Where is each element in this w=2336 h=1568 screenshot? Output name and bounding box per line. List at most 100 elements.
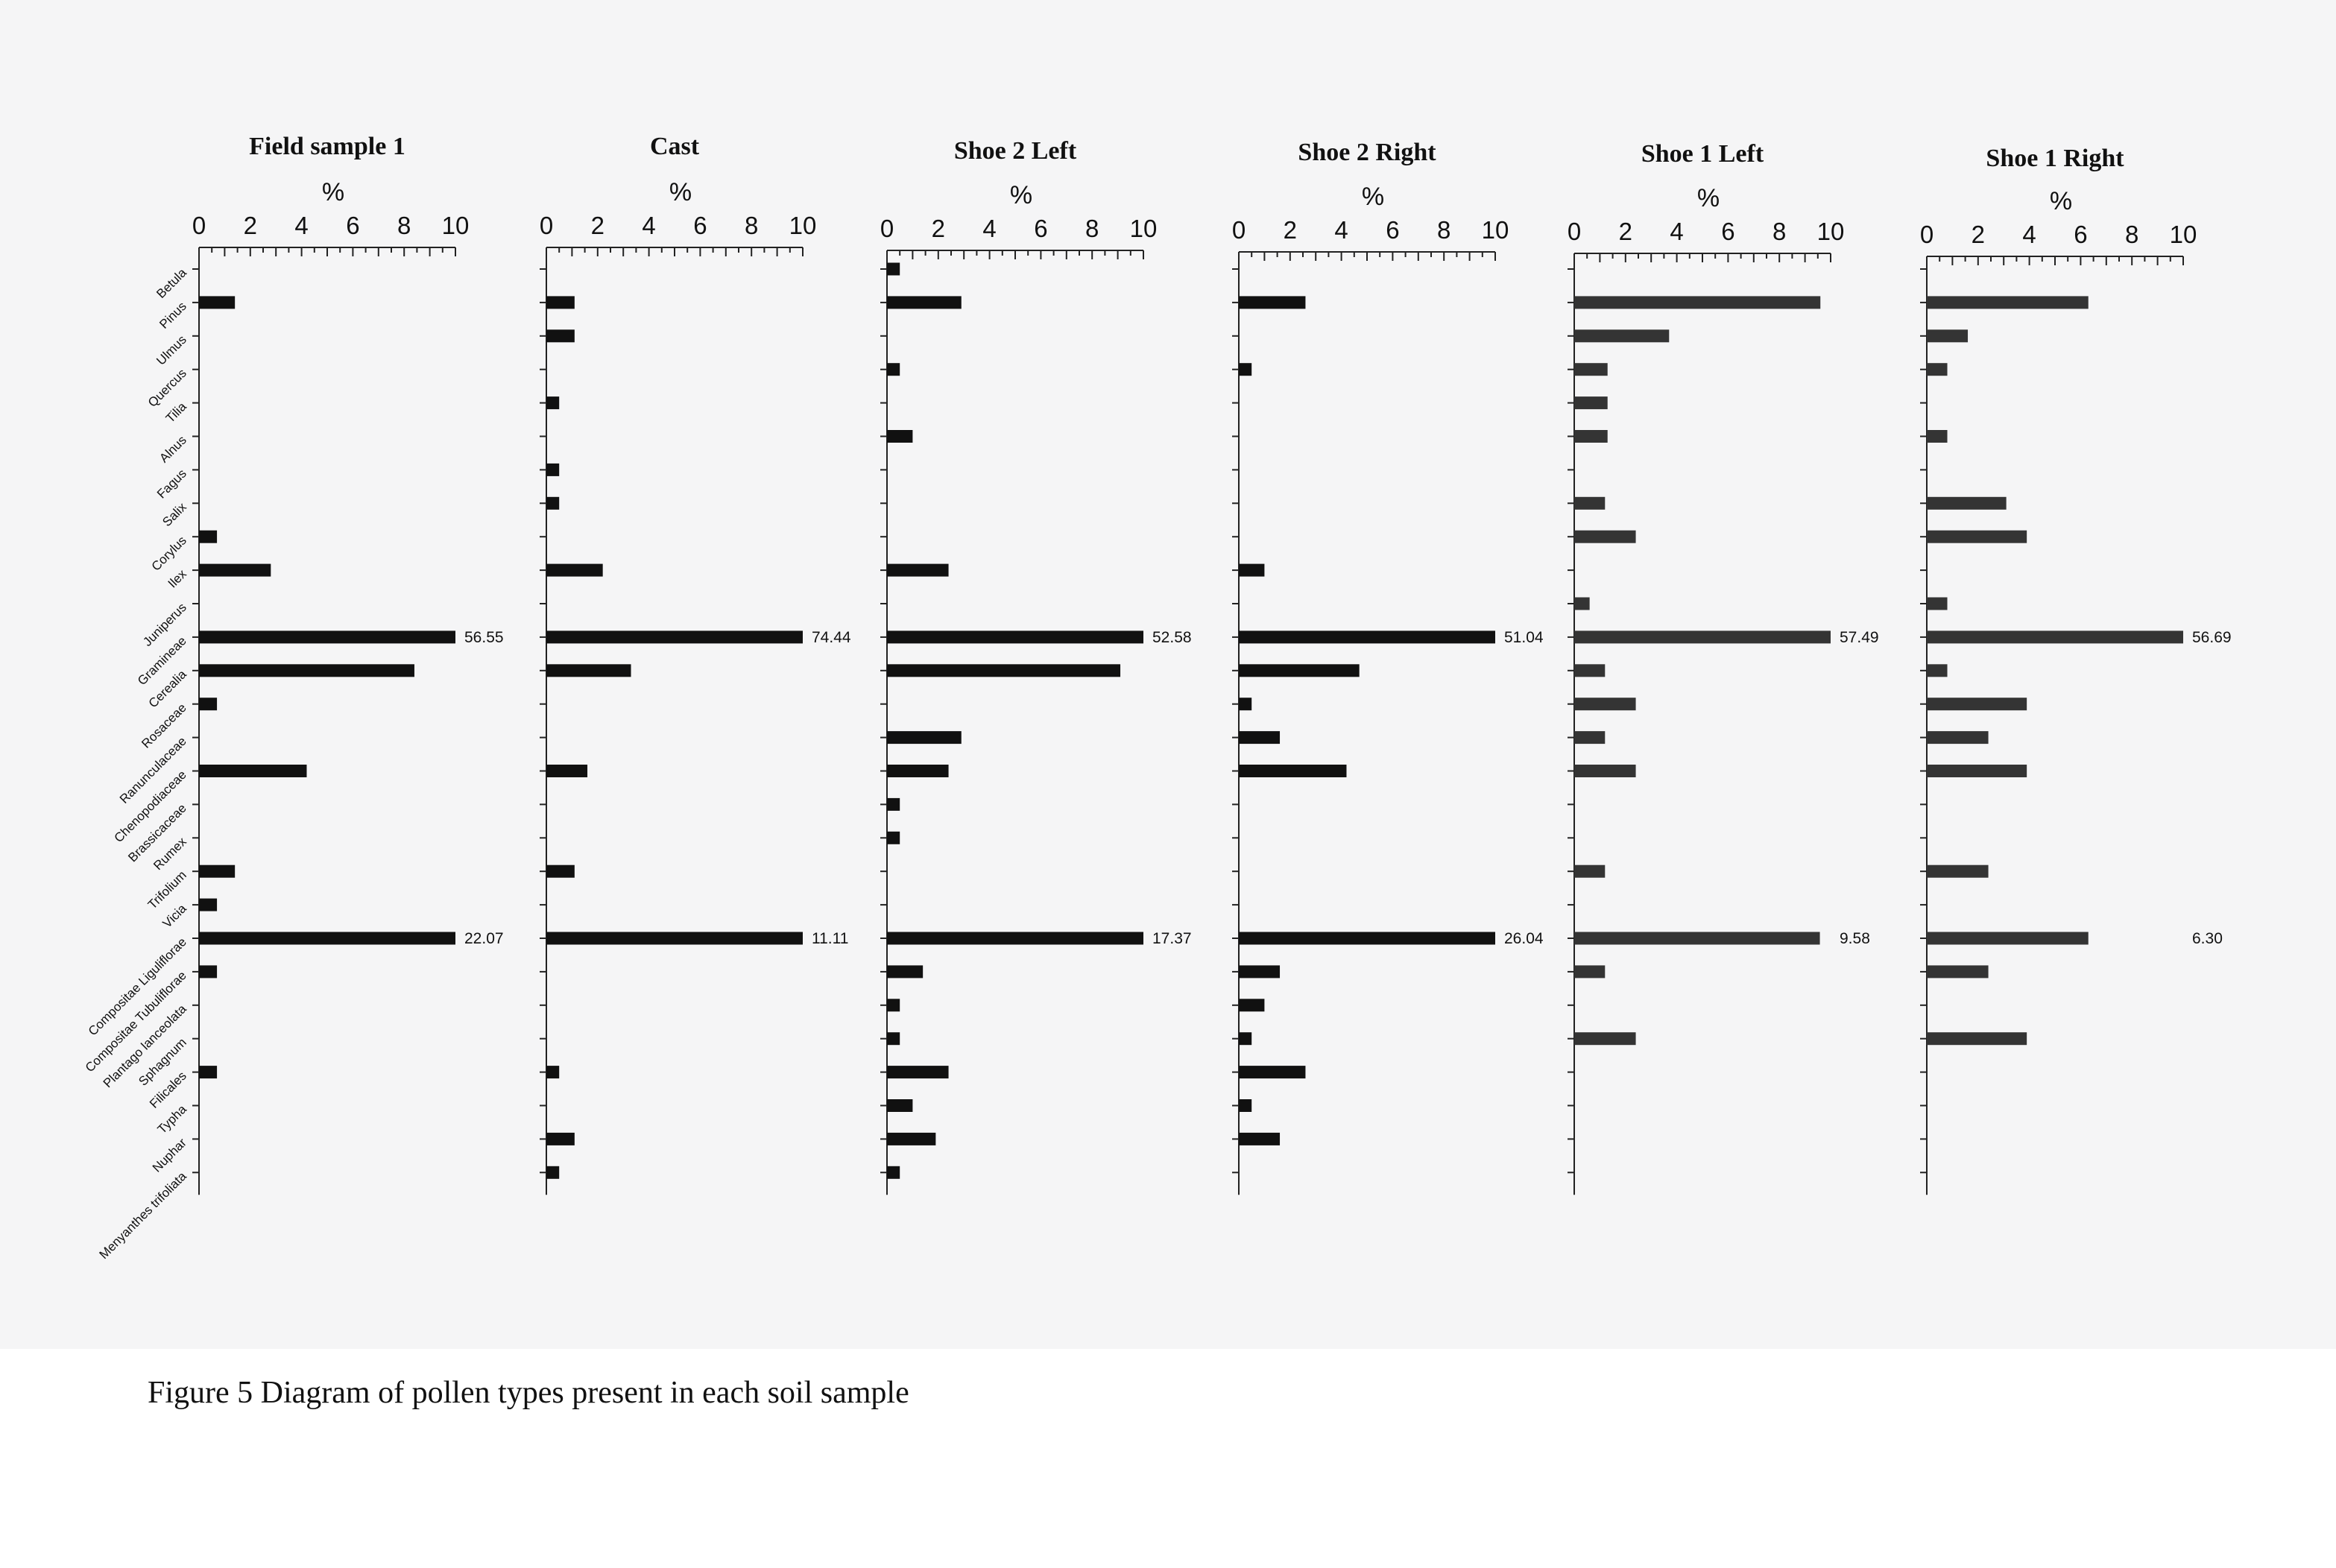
bar-compositae-tubuliflorae xyxy=(199,965,218,979)
x-tick-label: 4 xyxy=(1670,218,1683,245)
bar-ilex xyxy=(1239,563,1265,577)
bar-plantago-lanceolata xyxy=(1239,999,1265,1012)
x-tick-label: 0 xyxy=(540,212,553,239)
bar-nuphar xyxy=(887,1132,936,1145)
bar-gramineae xyxy=(546,630,803,644)
bar-alnus xyxy=(1574,430,1608,443)
data-label: 52.58 xyxy=(1152,629,1192,646)
bar-ranunculaceae xyxy=(1927,731,1989,745)
bar-compositae-liguliflorae xyxy=(546,932,803,945)
bar-rosaceae xyxy=(1239,698,1252,711)
bar-pinus xyxy=(1574,296,1821,309)
x-tick-label: 6 xyxy=(346,212,359,239)
x-tick-label: 2 xyxy=(591,212,604,239)
x-tick-label: 4 xyxy=(294,212,308,239)
taxon-label: Betula xyxy=(154,265,189,301)
taxon-label: Fagus xyxy=(154,467,189,502)
bar-gramineae xyxy=(1927,630,2183,644)
bar-ilex xyxy=(199,563,271,577)
bar-gramineae xyxy=(1574,630,1831,644)
data-label: 56.55 xyxy=(464,629,504,646)
bar-compositae-liguliflorae xyxy=(887,932,1143,945)
bar-cerealia xyxy=(1927,664,1948,677)
bar-corylus xyxy=(1574,530,1636,543)
x-tick-label: 2 xyxy=(1619,218,1632,245)
taxon-label: Brassicaceae xyxy=(125,801,189,865)
bar-compositae-tubuliflorae xyxy=(1574,965,1606,979)
bar-tilia xyxy=(546,396,560,410)
bar-juniperus xyxy=(1574,597,1590,610)
x-tick-label: 8 xyxy=(1772,218,1786,245)
bar-trifolium xyxy=(546,864,575,878)
x-tick-label: 2 xyxy=(244,212,257,239)
x-tick-label: 6 xyxy=(1386,216,1399,244)
bar-chenopodiaceae xyxy=(199,765,307,777)
bar-filicales xyxy=(546,1066,560,1079)
bar-compositae-liguliflorae xyxy=(1574,932,1820,945)
x-tick-label: 2 xyxy=(1284,216,1297,244)
x-tick-label: 0 xyxy=(1920,221,1933,248)
bar-corylus xyxy=(1927,530,2027,543)
x-tick-label: 4 xyxy=(982,215,996,242)
axis-unit-label: % xyxy=(322,178,344,206)
bar-ranunculaceae xyxy=(887,731,962,745)
bar-ilex xyxy=(887,563,949,577)
x-tick-label: 8 xyxy=(2125,221,2138,248)
x-tick-label: 8 xyxy=(1085,215,1099,242)
bar-pinus xyxy=(1239,296,1306,309)
taxon-label: Pinus xyxy=(157,299,189,332)
bar-pinus xyxy=(199,296,236,309)
data-label: 57.49 xyxy=(1840,629,1879,646)
x-tick-label: 0 xyxy=(192,212,206,239)
bar-corylus xyxy=(199,530,218,543)
bar-nuphar xyxy=(546,1132,575,1145)
axis-unit-label: % xyxy=(669,178,692,206)
x-tick-label: 4 xyxy=(642,212,655,239)
bar-compositae-liguliflorae xyxy=(1239,932,1495,945)
data-label: 74.44 xyxy=(812,629,851,646)
bar-compositae-liguliflorae xyxy=(199,932,455,945)
panel-title: Shoe 2 Left xyxy=(954,137,1077,165)
bar-nuphar xyxy=(1239,1132,1281,1145)
bar-salix xyxy=(1574,496,1606,510)
bar-typha xyxy=(887,1099,913,1112)
x-tick-label: 10 xyxy=(789,212,817,239)
bar-juniperus xyxy=(1927,597,1948,610)
bar-quercus xyxy=(1574,363,1608,376)
x-tick-label: 0 xyxy=(880,215,894,242)
axis-unit-label: % xyxy=(1362,183,1384,211)
bar-sphagnum xyxy=(1927,1032,2027,1046)
panel-title: Shoe 1 Left xyxy=(1641,140,1764,168)
bar-pinus xyxy=(887,296,962,309)
bar-pinus xyxy=(1927,296,2089,309)
bar-chenopodiaceae xyxy=(546,765,588,777)
bar-sphagnum xyxy=(1239,1032,1252,1046)
bar-alnus xyxy=(1927,430,1948,443)
bar-trifolium xyxy=(199,864,236,878)
bar-cerealia xyxy=(887,664,1121,677)
bar-ranunculaceae xyxy=(1574,731,1606,745)
pollen-diagram: Field sample 1% 0 2 4 6 8 10 56.55 22.07 Cast% 0 2 4… xyxy=(83,133,2232,1262)
bar-ulmus xyxy=(1574,329,1670,343)
bar-vicia xyxy=(199,898,218,911)
x-tick-label: 6 xyxy=(2074,221,2087,248)
bar-chenopodiaceae xyxy=(1574,765,1636,777)
bar-menyanthes-trifoliata xyxy=(887,1166,900,1179)
taxon-label: Salix xyxy=(160,499,189,529)
taxon-label: Alnus xyxy=(157,433,189,466)
x-tick-label: 6 xyxy=(1034,215,1047,242)
bar-filicales xyxy=(887,1066,949,1079)
bar-chenopodiaceae xyxy=(887,765,949,777)
bar-quercus xyxy=(1239,363,1252,376)
data-label: 6.30 xyxy=(2192,930,2223,947)
taxon-label: Ulmus xyxy=(154,332,189,367)
bar-salix xyxy=(546,496,560,510)
bar-cerealia xyxy=(1239,664,1360,677)
bar-chenopodiaceae xyxy=(1927,765,2027,777)
data-label: 22.07 xyxy=(464,930,504,947)
axis-unit-label: % xyxy=(1010,181,1032,209)
bar-quercus xyxy=(1927,363,1948,376)
x-tick-label: 10 xyxy=(2170,221,2197,248)
bar-cerealia xyxy=(546,664,631,677)
bar-brassicaceae xyxy=(887,797,900,811)
